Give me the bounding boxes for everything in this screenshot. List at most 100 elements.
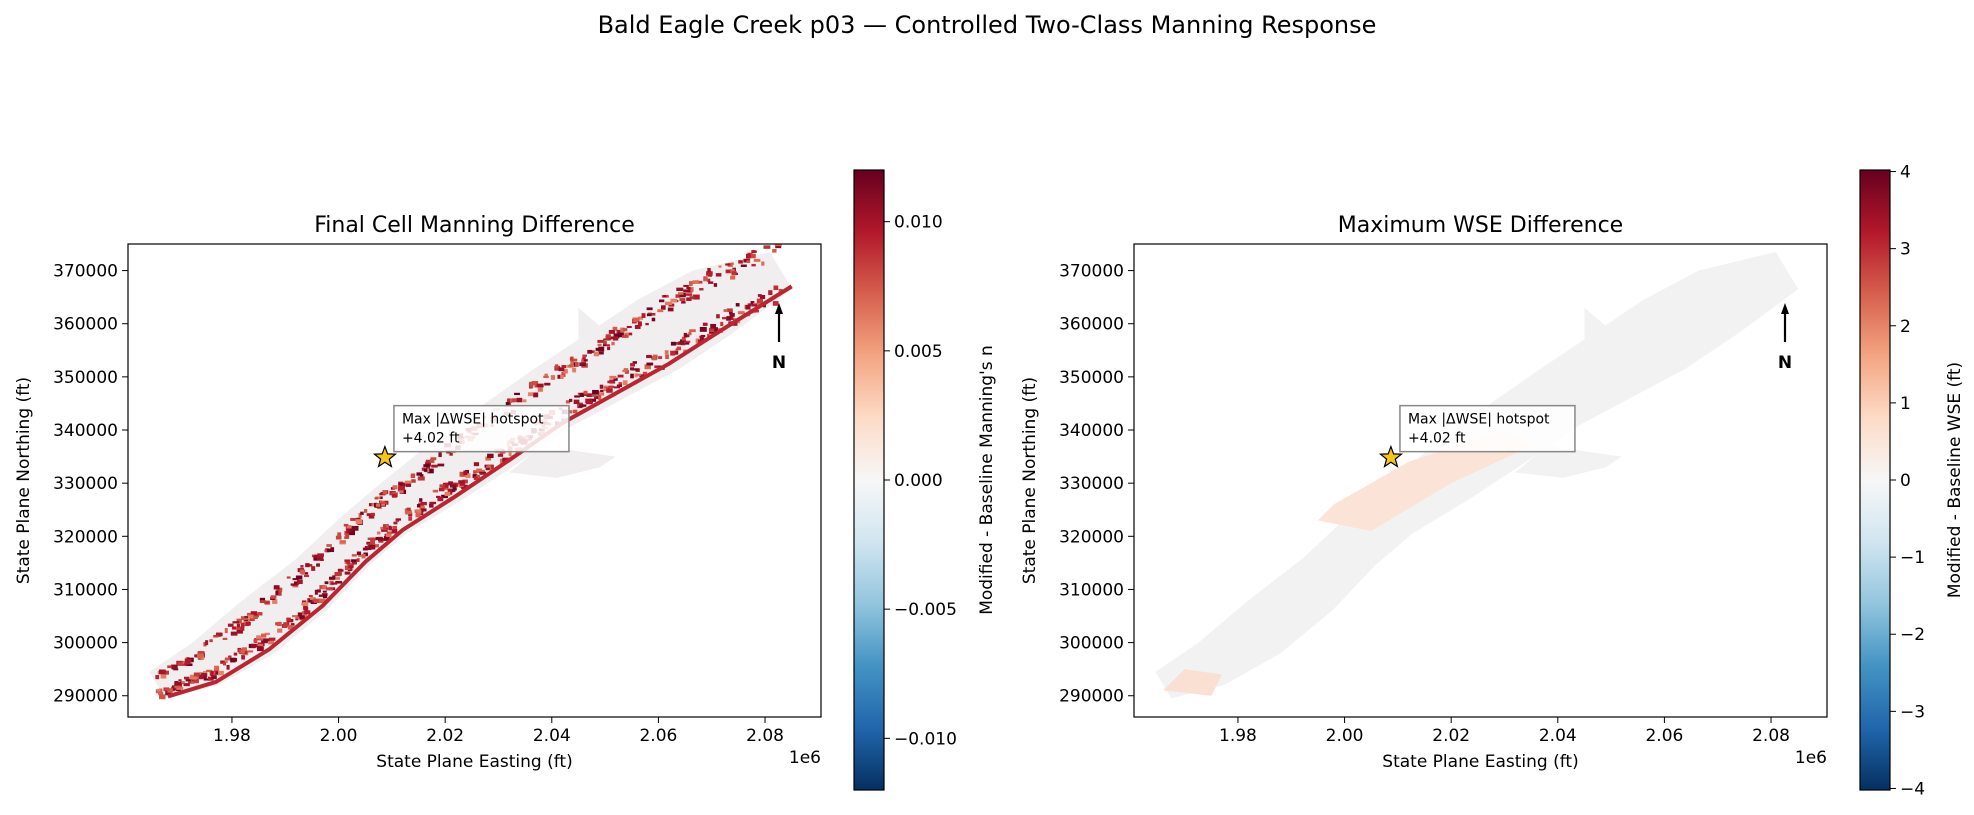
manning-cell bbox=[256, 635, 262, 640]
manning-cell bbox=[533, 392, 539, 398]
x-tick-label: 2.04 bbox=[533, 726, 571, 746]
manning-cell bbox=[702, 322, 708, 326]
x-tick-label: 2.08 bbox=[1752, 726, 1790, 746]
manning-cell bbox=[531, 381, 539, 386]
manning-cell bbox=[442, 483, 449, 488]
manning-cell bbox=[645, 323, 649, 326]
manning-cell bbox=[290, 583, 298, 586]
manning-cell bbox=[253, 639, 258, 643]
manning-cell bbox=[485, 467, 490, 470]
manning-cell bbox=[683, 284, 689, 287]
manning-cell bbox=[612, 336, 619, 341]
manning-cell bbox=[752, 250, 757, 253]
manning-cell bbox=[263, 638, 270, 641]
manning-cell bbox=[608, 329, 616, 334]
manning-cell bbox=[181, 681, 185, 684]
manning-cell bbox=[363, 509, 368, 513]
manning-cell bbox=[222, 662, 227, 666]
manning-cell bbox=[343, 523, 349, 527]
manning-cell bbox=[572, 367, 577, 373]
manning-cell bbox=[607, 336, 615, 340]
manning-cell bbox=[529, 382, 534, 388]
manning-cell bbox=[391, 493, 398, 498]
colorbar bbox=[853, 169, 885, 791]
manning-cell bbox=[681, 336, 686, 341]
manning-cell bbox=[657, 309, 664, 313]
y-tick-label: 290000 bbox=[53, 687, 118, 707]
manning-cell bbox=[317, 589, 321, 593]
manning-cell bbox=[659, 299, 665, 303]
manning-cell bbox=[368, 514, 375, 519]
manning-cell bbox=[287, 624, 294, 630]
manning-cell bbox=[296, 575, 303, 580]
manning-cell bbox=[745, 305, 751, 310]
manning-cell bbox=[622, 328, 628, 332]
x-tick-label: 2.04 bbox=[1539, 726, 1577, 746]
manning-cell bbox=[458, 480, 465, 484]
manning-cell bbox=[339, 540, 346, 543]
manning-cell bbox=[593, 351, 600, 357]
manning-cell bbox=[675, 294, 681, 298]
manning-cell bbox=[441, 494, 449, 499]
manning-cell bbox=[587, 349, 593, 354]
manning-cell bbox=[193, 678, 199, 684]
manning-cell bbox=[681, 301, 686, 304]
manning-cell bbox=[723, 309, 729, 312]
manning-cell bbox=[561, 365, 567, 369]
manning-cell bbox=[277, 621, 282, 627]
tributary-lobe bbox=[1584, 307, 1622, 383]
manning-cell bbox=[220, 660, 225, 664]
colorbar-tick-label: 2 bbox=[1900, 317, 1911, 337]
manning-cell bbox=[420, 501, 427, 506]
manning-cell bbox=[380, 526, 385, 530]
manning-cell bbox=[183, 683, 190, 687]
manning-cell bbox=[772, 301, 779, 306]
manning-cell bbox=[715, 273, 722, 277]
manning-cell bbox=[740, 264, 747, 268]
plot-frame bbox=[1133, 243, 1828, 718]
manning-cell bbox=[304, 574, 310, 578]
x-tick-label: 2.06 bbox=[639, 726, 677, 746]
manning-cell bbox=[636, 373, 642, 376]
manning-cell bbox=[324, 581, 329, 585]
manning-cell bbox=[250, 643, 256, 649]
manning-cell bbox=[408, 516, 413, 521]
manning-cell bbox=[521, 399, 527, 403]
manning-cell bbox=[203, 642, 207, 647]
y-tick-label: 330000 bbox=[53, 474, 118, 494]
manning-cell bbox=[476, 468, 483, 473]
x-tick-label: 2.02 bbox=[1432, 726, 1470, 746]
manning-cell bbox=[706, 271, 713, 276]
y-tick-label: 360000 bbox=[1059, 315, 1124, 335]
manning-cell bbox=[630, 363, 636, 367]
manning-cell bbox=[258, 638, 266, 641]
manning-cell bbox=[374, 502, 378, 508]
manning-cell bbox=[344, 571, 351, 575]
manning-cell bbox=[222, 660, 228, 663]
manning-cell bbox=[437, 496, 444, 502]
manning-cell bbox=[206, 669, 213, 673]
manning-cell bbox=[703, 276, 708, 282]
manning-cell bbox=[622, 369, 627, 373]
x-axis-label: State Plane Easting (ft) bbox=[376, 752, 572, 772]
manning-cell bbox=[431, 464, 438, 468]
manning-cell bbox=[624, 369, 629, 374]
manning-cell bbox=[637, 321, 642, 327]
manning-cell bbox=[718, 265, 722, 268]
manning-cell bbox=[319, 585, 324, 590]
colorbar-label: Modified - Baseline WSE (ft) bbox=[1945, 362, 1965, 598]
manning-cell bbox=[444, 491, 451, 497]
manning-cell bbox=[678, 341, 685, 345]
manning-cell bbox=[211, 675, 217, 680]
manning-cell bbox=[592, 389, 599, 395]
manning-cell bbox=[322, 585, 327, 590]
manning-cell bbox=[641, 313, 646, 318]
manning-cell bbox=[710, 323, 717, 329]
manning-cell bbox=[344, 565, 351, 571]
manning-cell bbox=[404, 480, 412, 484]
manning-cell bbox=[603, 344, 607, 347]
manning-cell bbox=[579, 404, 584, 408]
manning-cell bbox=[275, 590, 279, 596]
manning-cell bbox=[232, 658, 238, 662]
manning-cell bbox=[216, 632, 222, 637]
